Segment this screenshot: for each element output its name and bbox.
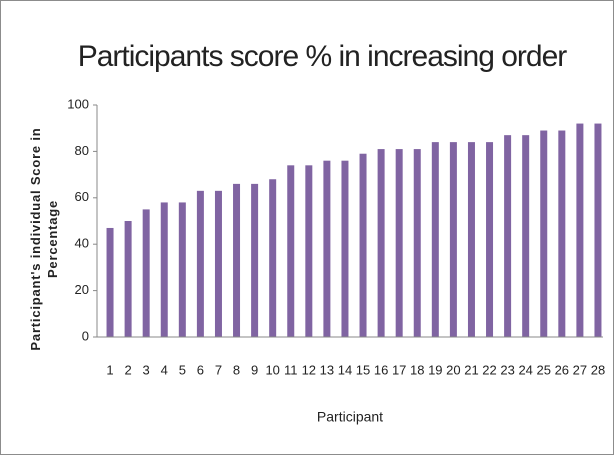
x-tick-label: 27 (573, 362, 587, 377)
chart-title: Participants score % in increasing order (78, 40, 568, 73)
x-tick-label: 6 (197, 362, 204, 377)
bar (431, 142, 439, 337)
x-tick-label: 20 (446, 362, 460, 377)
x-tick-label: 22 (482, 362, 496, 377)
x-tick-label: 13 (320, 362, 334, 377)
x-tick-label: 5 (179, 362, 186, 377)
bar (233, 183, 241, 337)
x-tick-label: 1 (106, 362, 113, 377)
bar (341, 160, 349, 337)
bar (160, 202, 168, 337)
x-tick-label: 24 (518, 362, 532, 377)
x-tick-label: 17 (392, 362, 406, 377)
bar (287, 165, 295, 337)
bar (377, 149, 385, 337)
x-tick-label: 14 (338, 362, 352, 377)
bar (395, 149, 403, 337)
x-tick-label: 19 (428, 362, 442, 377)
bar (540, 130, 548, 337)
x-tick-label: 7 (215, 362, 222, 377)
bar (359, 153, 367, 337)
x-tick-label: 15 (356, 362, 370, 377)
x-tick-label: 10 (265, 362, 279, 377)
bar (576, 123, 584, 337)
bar (305, 165, 313, 337)
bar (269, 179, 277, 337)
bar (504, 135, 512, 337)
y-tick-label: 80 (75, 143, 89, 158)
bar (142, 209, 150, 337)
bar (467, 142, 475, 337)
x-tick-label: 8 (233, 362, 240, 377)
x-tick-label: 23 (500, 362, 514, 377)
x-tick-label: 25 (537, 362, 551, 377)
bar (124, 221, 132, 337)
x-axis-label: Participant (317, 409, 383, 425)
y-tick-label: 20 (75, 282, 89, 297)
bar (449, 142, 457, 337)
x-tick-label: 21 (464, 362, 478, 377)
x-tick-label: 16 (374, 362, 388, 377)
x-tick-label: 26 (555, 362, 569, 377)
x-tick-label: 11 (284, 362, 298, 377)
bar (594, 123, 602, 337)
bar (522, 135, 530, 337)
y-tick-label: 60 (75, 189, 89, 204)
x-tick-label: 4 (161, 362, 168, 377)
x-tick-label: 28 (591, 362, 605, 377)
bar (106, 227, 114, 337)
x-tick-label: 12 (302, 362, 316, 377)
x-tick-label: 3 (143, 362, 150, 377)
bar (178, 202, 186, 337)
bar (323, 160, 331, 337)
bar (214, 190, 222, 337)
bar (251, 183, 259, 337)
bar (486, 142, 494, 337)
x-tick-label: 18 (410, 362, 424, 377)
y-tick-label: 0 (82, 328, 89, 343)
bar (413, 149, 421, 337)
bar (196, 190, 204, 337)
y-tick-label: 100 (67, 96, 89, 111)
y-tick-label: 40 (75, 236, 89, 251)
bar (558, 130, 566, 337)
x-tick-label: 2 (124, 362, 131, 377)
x-tick-label: 9 (251, 362, 258, 377)
y-axis-label: Participant's individual Score in Percen… (28, 127, 60, 351)
